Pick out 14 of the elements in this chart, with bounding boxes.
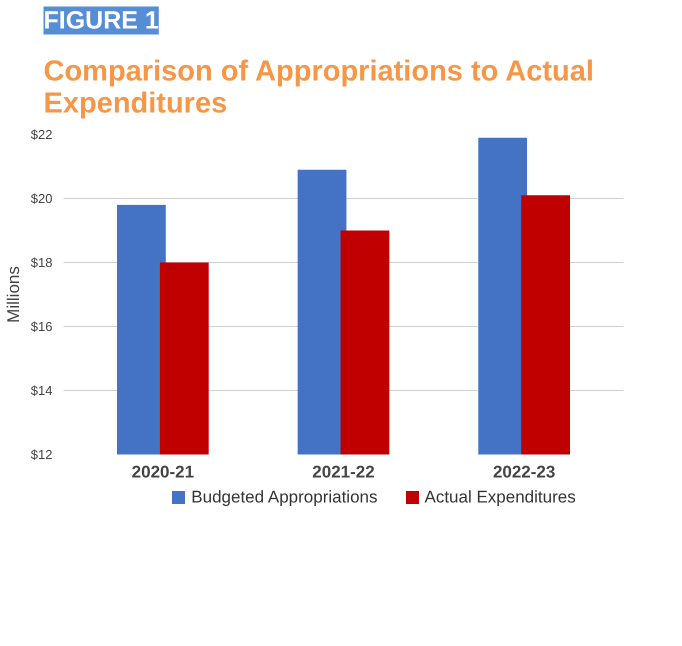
y-tick-label: $16 (30, 319, 53, 334)
caption: FIGURE 1 (44, 6, 159, 34)
y-tick-label: $18 (30, 255, 53, 270)
legend-label: Actual Expenditures (424, 487, 576, 506)
y-axis-title: Millions (4, 266, 23, 323)
y-tick-label: $12 (30, 447, 53, 462)
legend-label: Budgeted Appropriations (191, 487, 378, 506)
x-tick-label: 2021-22 (312, 462, 375, 482)
y-tick-label: $14 (30, 383, 53, 398)
y-tick-label: $20 (30, 191, 53, 206)
y-tick-label: $22 (30, 127, 53, 142)
chart-title: Comparison of Appropriations to Actual Expenditures (44, 56, 594, 120)
x-tick-label: 2020-21 (132, 462, 194, 482)
x-tick-label: 2022-23 (492, 462, 556, 482)
